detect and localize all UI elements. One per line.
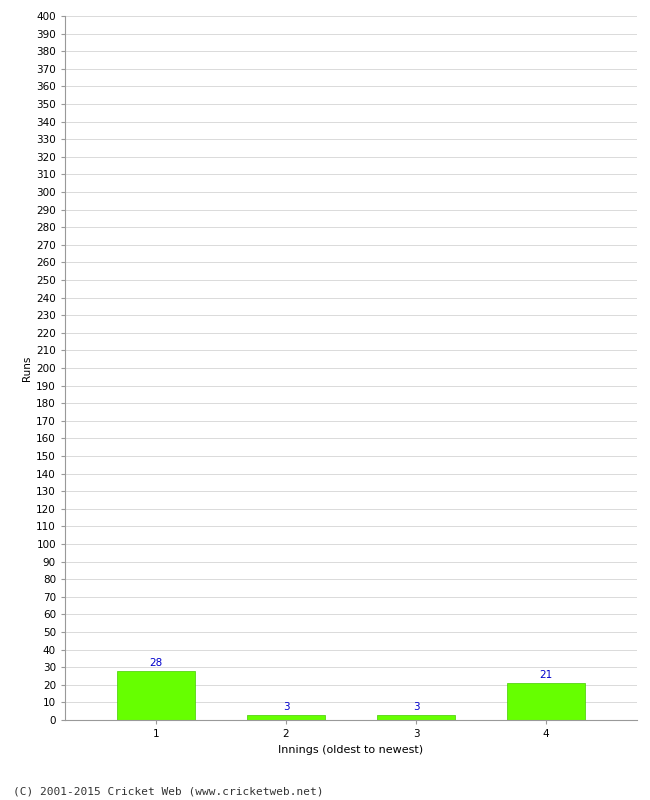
Bar <box>377 714 455 720</box>
Text: 28: 28 <box>150 658 162 668</box>
Text: 3: 3 <box>283 702 289 712</box>
Bar <box>117 670 195 720</box>
Bar <box>507 683 585 720</box>
Y-axis label: Runs: Runs <box>22 355 32 381</box>
Text: 3: 3 <box>413 702 419 712</box>
Text: (C) 2001-2015 Cricket Web (www.cricketweb.net): (C) 2001-2015 Cricket Web (www.cricketwe… <box>13 786 324 796</box>
Text: 21: 21 <box>540 670 552 680</box>
Bar <box>247 714 325 720</box>
X-axis label: Innings (oldest to newest): Innings (oldest to newest) <box>278 745 424 754</box>
